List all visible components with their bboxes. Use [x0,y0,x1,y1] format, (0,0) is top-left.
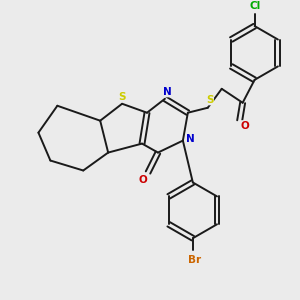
Text: N: N [187,134,195,144]
Text: S: S [206,95,214,105]
Text: S: S [118,92,126,102]
Text: O: O [139,176,147,185]
Text: Br: Br [188,255,201,265]
Text: Cl: Cl [250,1,261,11]
Text: O: O [240,121,249,131]
Text: N: N [163,87,171,97]
